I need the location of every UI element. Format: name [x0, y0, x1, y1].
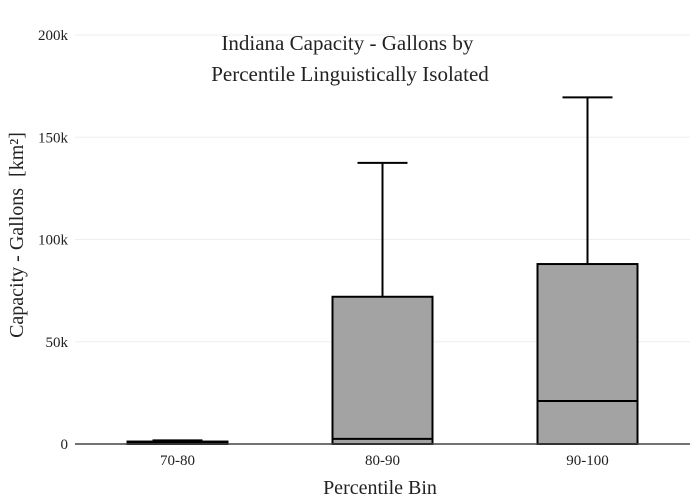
x-tick-label: 80-90	[365, 453, 400, 469]
box-body	[536, 263, 639, 446]
y-tick-label: 50k	[46, 335, 69, 351]
y-tick-label: 0	[61, 437, 69, 453]
box-70-80	[126, 439, 229, 445]
y-axis-title-unit: [km²]	[6, 132, 28, 177]
y-axis-title: Capacity - Gallons [km²]	[6, 132, 28, 338]
x-axis-ticks: 70-80 80-90 90-100	[160, 453, 609, 469]
x-tick-label: 70-80	[160, 453, 195, 469]
chart-title-line-2: Percentile Linguistically Isolated	[211, 62, 489, 86]
y-tick-label: 200k	[38, 28, 69, 44]
x-tick-label: 90-100	[566, 453, 609, 469]
y-tick-label: 150k	[38, 130, 69, 146]
box-series	[126, 96, 639, 446]
y-axis-title-text: Capacity - Gallons	[6, 188, 28, 338]
y-axis-ticks: 0 50k 100k 150k 200k	[38, 28, 69, 453]
box-body	[331, 295, 434, 446]
chart-title-line-1: Indiana Capacity - Gallons by	[221, 31, 473, 55]
box-90-100	[536, 96, 639, 446]
chart-title: Indiana Capacity - Gallons by Percentile…	[211, 31, 489, 86]
y-tick-label: 100k	[38, 233, 69, 249]
box-80-90	[331, 161, 434, 446]
x-axis-title: Percentile Bin	[323, 477, 437, 499]
